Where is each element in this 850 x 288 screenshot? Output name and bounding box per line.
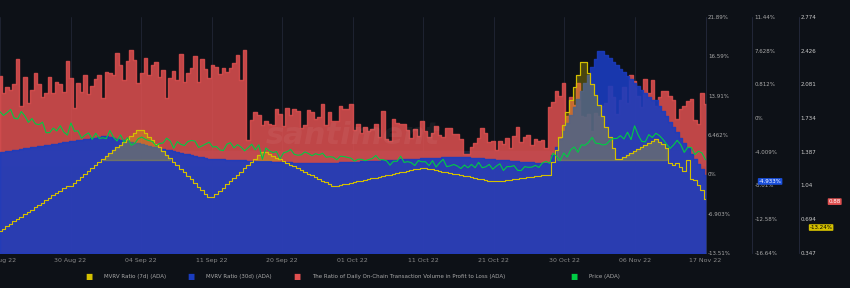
Text: -6.903%: -6.903%	[708, 212, 731, 217]
Text: -8.01%: -8.01%	[755, 183, 774, 188]
Text: 0.694: 0.694	[801, 217, 817, 222]
Text: 0.812%: 0.812%	[755, 82, 776, 87]
Text: 2.774: 2.774	[801, 15, 817, 20]
Text: Price (ADA): Price (ADA)	[589, 274, 620, 279]
Text: -13.24%: -13.24%	[810, 225, 832, 230]
Text: MVRV Ratio (30d) (ADA): MVRV Ratio (30d) (ADA)	[206, 274, 271, 279]
Text: 1.734: 1.734	[801, 116, 817, 121]
Text: 16.59%: 16.59%	[708, 54, 729, 59]
Text: 6.462%: 6.462%	[708, 133, 729, 138]
Text: 13.91%: 13.91%	[708, 94, 729, 98]
Text: 1.387: 1.387	[801, 150, 817, 155]
Text: -12.58%: -12.58%	[755, 217, 778, 222]
Text: 0.347: 0.347	[801, 251, 817, 256]
Text: -16.64%: -16.64%	[755, 251, 778, 256]
Text: 0%: 0%	[755, 116, 763, 121]
Text: ■: ■	[85, 272, 93, 281]
Text: ■: ■	[570, 272, 577, 281]
Text: 1.04: 1.04	[801, 183, 813, 188]
Text: 2.081: 2.081	[801, 82, 817, 87]
Bar	[0, 151, 706, 165]
Text: 0%: 0%	[708, 172, 717, 177]
Text: The Ratio of Daily On-Chain Transaction Volume in Profit to Loss (ADA): The Ratio of Daily On-Chain Transaction …	[312, 274, 505, 279]
Text: -13.51%: -13.51%	[708, 251, 731, 256]
Text: santiment: santiment	[265, 121, 440, 150]
Text: 7.628%: 7.628%	[755, 48, 776, 54]
Text: -4.009%: -4.009%	[755, 150, 778, 155]
Text: ■: ■	[187, 272, 195, 281]
Text: -4.933%: -4.933%	[759, 179, 781, 184]
Text: ■: ■	[293, 272, 300, 281]
Text: 11.44%: 11.44%	[755, 15, 776, 20]
Text: 2.426: 2.426	[801, 48, 817, 54]
Text: MVRV Ratio (7d) (ADA): MVRV Ratio (7d) (ADA)	[104, 274, 166, 279]
Text: 21.89%: 21.89%	[708, 15, 729, 20]
Text: 0.88: 0.88	[829, 199, 841, 204]
